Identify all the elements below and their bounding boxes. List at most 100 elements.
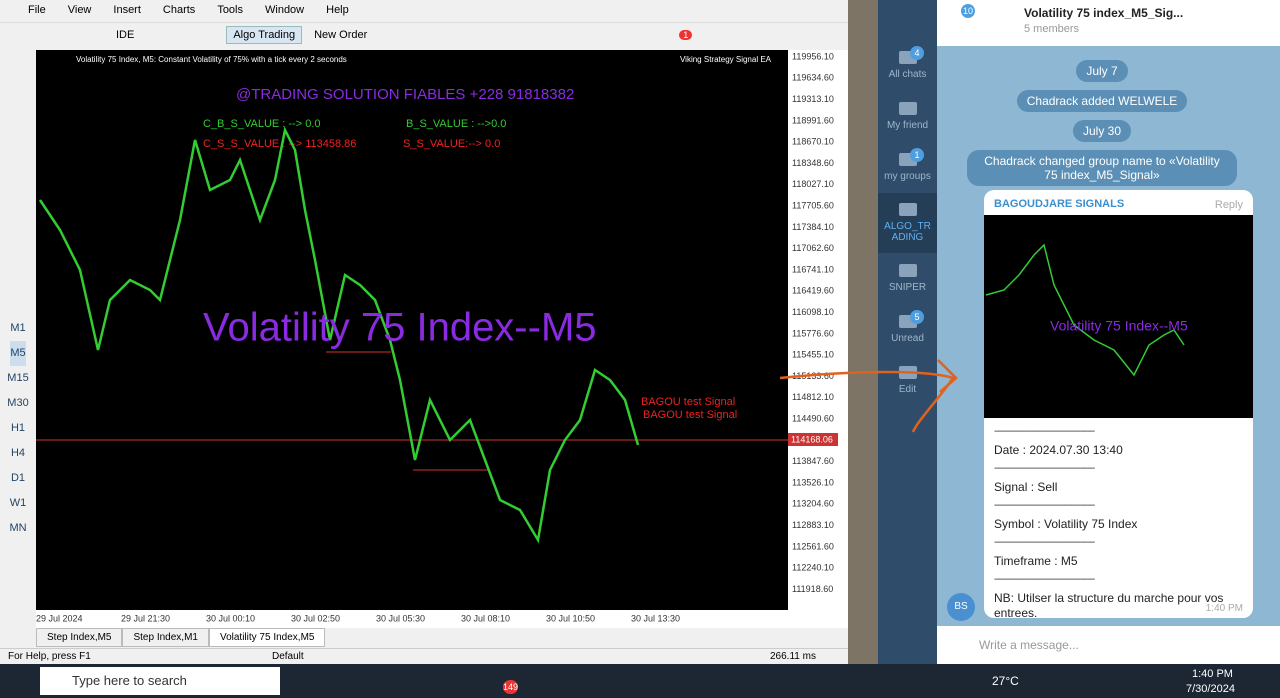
arrow-path: [779, 359, 958, 433]
menu-item[interactable]: Tools: [217, 4, 243, 16]
ide-button[interactable]: IDE: [116, 29, 135, 41]
sender: BAGOUDJARE SIGNALS: [994, 198, 1125, 210]
thumb-line: [985, 243, 1185, 377]
price-label: 117705.60: [792, 200, 834, 210]
time-label: 30 Jul 10:50: [546, 613, 595, 623]
algo-button[interactable]: Algo Trading: [226, 26, 303, 44]
ss: S_S_VALUE:--> 0.0: [403, 138, 500, 150]
chart: Volatility 75 Index, M5: Constant Volati…: [36, 50, 848, 628]
chart-tab[interactable]: Volatility 75 Index,M5: [208, 628, 326, 647]
price-label: 111918.60: [792, 584, 833, 594]
folder[interactable]: my groups 1: [878, 142, 937, 193]
menu-item[interactable]: Charts: [162, 4, 196, 16]
service-message: Chadrack changed group name to «Volatili…: [967, 150, 1237, 186]
time-label: 29 Jul 2024: [36, 613, 83, 623]
folder[interactable]: ALGO_TRADING: [878, 193, 937, 253]
price-label: 119956.10: [792, 51, 834, 61]
thumb-watermark: Volatility 75 Index--M5: [1050, 318, 1188, 334]
search-box[interactable]: Type here to search: [40, 667, 280, 695]
chart-bg: [36, 50, 788, 610]
timeframe[interactable]: M5: [10, 341, 26, 366]
price-line: [38, 126, 640, 544]
service-message: Chadrack added WELWELE: [1016, 90, 1188, 112]
price-label: 112240.10: [792, 563, 834, 573]
time-axis: [36, 610, 848, 628]
service-messages: July 7 Chadrack added WELWELE July 30 Chadr…: [937, 52, 1267, 186]
folder-icon: [898, 102, 917, 115]
price-label: 113847.60: [792, 456, 834, 466]
folder-badge: 5: [910, 310, 924, 324]
weather: 27°C: [992, 674, 1019, 688]
toolbar: IDE Algo Trading New Order 1: [0, 22, 848, 47]
timeframe[interactable]: W1: [9, 497, 27, 509]
message-line: Timeframe : M5: [994, 554, 1078, 568]
annotation-arrow: [779, 359, 958, 433]
telegram-sidebar: All chats 4 My friend my groups 1 ALGO_TRADIN…: [878, 0, 937, 664]
folder-badge: 4: [910, 46, 924, 60]
timeframe[interactable]: M30: [7, 397, 29, 409]
timeframe[interactable]: MN: [9, 522, 27, 534]
folder[interactable]: SNIPER: [878, 253, 937, 304]
status-bar: For Help, press F1 Default 266.11 ms: [0, 648, 848, 664]
chat-members: 5 members: [1024, 23, 1080, 35]
current-price-box: [788, 433, 838, 446]
menu-item[interactable]: Help: [326, 4, 349, 16]
price-label: 119313.10: [792, 94, 834, 104]
chart-thumbnail: Volatility 75 Index--M5: [984, 215, 1253, 418]
price-label: 114812.10: [792, 392, 834, 402]
price-label: 116098.10: [792, 307, 834, 317]
timeframe[interactable]: M1: [10, 322, 26, 334]
mt5-window: File View Insert Charts Tools Window Help IDE …: [0, 0, 848, 664]
time-label: 30 Jul 13:30: [631, 613, 680, 623]
menu-item[interactable]: Window: [265, 4, 305, 16]
message-input[interactable]: Write a message...: [979, 638, 1079, 652]
left-toolbar: M1 M5 M15 M30 H1 H4 D1 W1 MN: [2, 58, 34, 541]
price-label: 116741.10: [792, 264, 834, 274]
chart-header: Volatility 75 Index, M5: Constant Volati…: [76, 55, 347, 64]
folder[interactable]: All chats 4: [878, 40, 937, 91]
time-label: 29 Jul 21:30: [121, 613, 170, 623]
new-order-button[interactable]: New Order: [314, 29, 368, 41]
thumb-bg: [984, 215, 1253, 418]
separator: ----------------------------------------…: [994, 537, 1095, 548]
price-label: 118348.60: [792, 158, 834, 168]
watermark: Volatility 75 Index--M5: [203, 306, 597, 350]
message-line: Signal : Sell: [994, 480, 1058, 494]
price-label: 112561.60: [792, 541, 834, 551]
chat-title: Volatility 75 index_M5_Sig...: [1024, 6, 1184, 20]
folder[interactable]: Unread 5: [878, 304, 937, 355]
folder-badge: 1: [910, 148, 924, 162]
folder-label: Edit: [898, 384, 917, 395]
timeframe[interactable]: H4: [10, 447, 26, 459]
time-label: 30 Jul 08:10: [461, 613, 510, 623]
status-help: For Help, press F1: [8, 651, 91, 662]
folder-icon: [898, 203, 917, 216]
separator: ----------------------------------------…: [994, 463, 1095, 474]
chart-tab[interactable]: Step Index,M5: [36, 628, 123, 647]
folder-label: SNIPER: [888, 282, 927, 293]
menu-item[interactable]: View: [67, 4, 92, 16]
price-label: 118027.10: [792, 179, 834, 189]
message-body: ----------------------------------------…: [984, 422, 1253, 618]
status-ping: 266.11 ms: [770, 651, 816, 662]
timeframe[interactable]: D1: [10, 472, 26, 484]
price-label: 117384.10: [792, 222, 834, 232]
chart-tab[interactable]: Step Index,M1: [122, 628, 209, 647]
reply[interactable]: Reply: [1214, 199, 1243, 211]
folder[interactable]: My friend: [878, 91, 937, 142]
css: C_S_S_VALUE : --> 113458.86: [203, 138, 356, 150]
price-label: 117062.60: [792, 243, 834, 253]
message-line: NB: Utilser la structure du marche pour …: [994, 591, 1224, 618]
back-badge: 10: [961, 4, 975, 18]
separator: ----------------------------------------…: [994, 574, 1095, 585]
time-label: 30 Jul 00:10: [206, 613, 255, 623]
menu-item[interactable]: File: [28, 4, 46, 16]
folder-label: Unread: [891, 333, 924, 344]
cbs: C_B_S_VALUE : --> 0.0: [203, 118, 321, 130]
timeframe[interactable]: M15: [7, 372, 29, 384]
service-message: July 30: [1072, 120, 1132, 142]
timeframe[interactable]: H1: [10, 422, 26, 434]
message-line: Date : 2024.07.30 13:40: [994, 443, 1123, 457]
menu-item[interactable]: Insert: [113, 4, 141, 16]
